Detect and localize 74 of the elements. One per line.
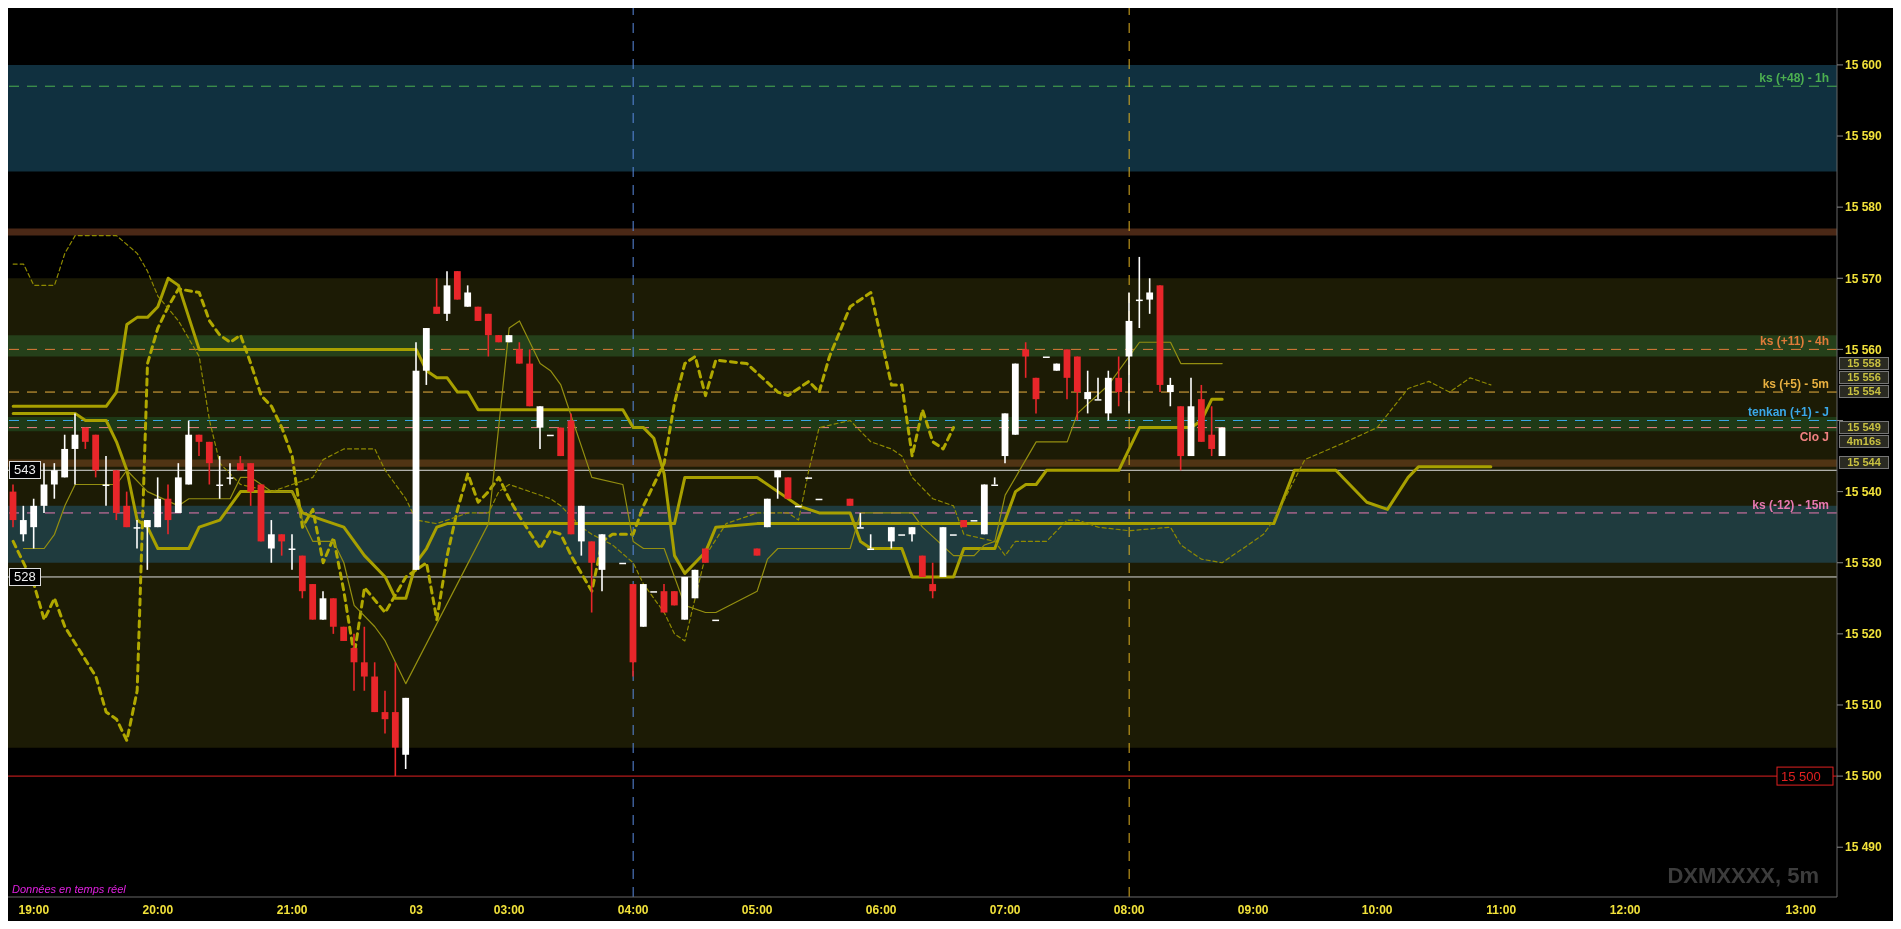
y-tick-label: 15 580 [1845, 200, 1883, 215]
candlestick [515, 341, 523, 365]
ref-line-label: ks (+5) - 5m [1762, 377, 1829, 392]
text: 4m16s [1839, 434, 1889, 448]
y-tick-label: 15 570 [1845, 271, 1883, 286]
y-tick-label: 15 520 [1845, 627, 1883, 642]
candlestick [226, 462, 234, 486]
ref-line-label: ks (+48) - 1h [1759, 71, 1829, 86]
x-tick-label: 11:00 [1486, 902, 1517, 917]
ref-line-label: ks (-12) - 15m [1752, 497, 1829, 512]
candlestick [205, 441, 213, 486]
candlestick [929, 561, 937, 600]
y-tick-label: 15 510 [1845, 698, 1883, 713]
ref-line-label: tenkan (+1) - J [1747, 405, 1829, 420]
text: 15 544 [1839, 456, 1889, 470]
candlestick [143, 519, 151, 571]
candlestick [774, 469, 782, 500]
candlestick [1146, 277, 1154, 315]
candlestick [1022, 341, 1030, 379]
annotation: Données en temps réel [12, 883, 126, 895]
candlestick [660, 583, 668, 614]
candlestick [267, 519, 275, 564]
ref-line-label: ks (+11) - 4h [1759, 334, 1829, 349]
y-tick-label: 15 560 [1845, 342, 1883, 357]
text: 15 554 [1839, 385, 1889, 398]
candlestick [536, 405, 544, 450]
candlestick [1084, 369, 1092, 415]
x-tick-label: 07:00 [989, 902, 1021, 917]
ref-line-label: Clo J [1799, 429, 1829, 444]
x-tick-label: 08:00 [1113, 902, 1145, 917]
candlestick [433, 277, 441, 315]
candlestick [464, 284, 472, 308]
x-tick-label: 19:00 [18, 902, 50, 917]
line-series [12, 234, 1492, 642]
x-tick-label: 05:00 [741, 902, 773, 917]
y-tick-label: 15 500 [1845, 769, 1883, 784]
x-tick-label: 10:00 [1361, 902, 1393, 917]
candlestick [1208, 405, 1216, 457]
x-tick-label: 12:00 [1609, 902, 1641, 917]
candlestick [887, 526, 895, 550]
candlestick [30, 497, 38, 550]
candlestick [19, 505, 27, 543]
y-tick-label: 15 530 [1845, 556, 1883, 570]
x-tick-label: 13:00 [1785, 902, 1817, 917]
x-tick-label: 09:00 [1237, 902, 1269, 917]
candlestick [133, 519, 141, 550]
x-tick-label: 21:00 [276, 902, 308, 917]
annotation: 543 [9, 461, 41, 480]
candlestick [50, 462, 58, 500]
x-tick-label: 04:00 [617, 902, 649, 917]
candlestick [319, 590, 327, 621]
x-tick-label: 20:00 [142, 902, 174, 917]
candlestick [1094, 377, 1102, 401]
text: DXMXXXX, 5m [1667, 863, 1819, 889]
text: 15 558 [1839, 356, 1889, 370]
y-tick-label: 15 600 [1845, 58, 1883, 73]
x-tick-label: 03 [409, 902, 424, 917]
text: 15 556 [1839, 370, 1889, 384]
x-tick-label: 06:00 [865, 902, 897, 917]
candlestick [1166, 377, 1174, 408]
y-tick-label: 15 490 [1845, 840, 1883, 855]
y-tick-label: 15 540 [1845, 484, 1883, 499]
y-tick-label: 15 590 [1845, 129, 1883, 144]
annotation: 528 [9, 568, 41, 586]
candlestick [784, 476, 792, 500]
text: 15 549 [1839, 420, 1889, 434]
x-tick-label: 03:00 [493, 902, 525, 917]
candlestick [1115, 355, 1123, 408]
candlestick [588, 540, 596, 614]
candlestick [278, 533, 286, 557]
candlestick [360, 625, 368, 692]
candlestick [123, 490, 131, 528]
ref-line-label: 15 500 [1781, 769, 1821, 785]
candlestick [484, 313, 492, 358]
